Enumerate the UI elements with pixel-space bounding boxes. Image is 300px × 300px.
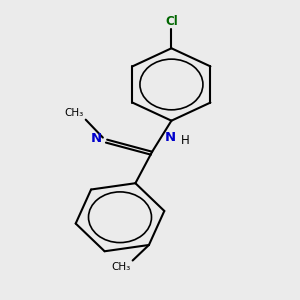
Text: H: H [181, 134, 190, 146]
Text: Cl: Cl [165, 15, 178, 28]
Text: CH₃: CH₃ [64, 108, 84, 118]
Text: N: N [91, 132, 102, 145]
Text: CH₃: CH₃ [112, 262, 131, 272]
Text: N: N [165, 131, 176, 144]
